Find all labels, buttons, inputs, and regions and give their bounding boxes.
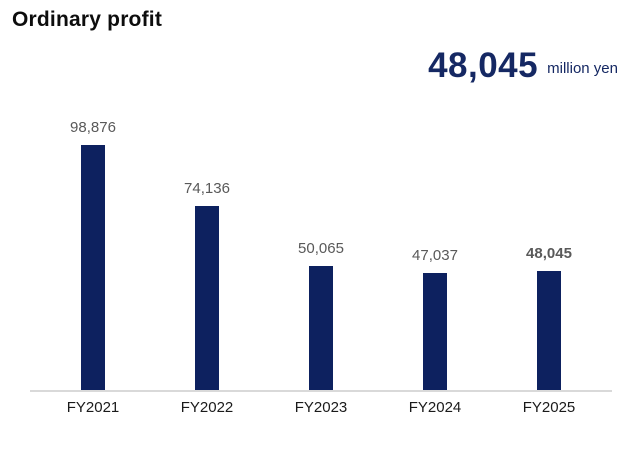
x-axis-labels: FY2021 FY2022 FY2023 FY2024 FY2025 (36, 399, 606, 416)
bars-area: 98,876 74,136 50,065 47,037 48,045 (36, 100, 606, 390)
headline-figure: 48,045 million yen (428, 46, 618, 86)
x-axis-label: FY2025 (522, 399, 576, 416)
bar (537, 271, 561, 390)
bar-column-fy2022: 74,136 (150, 100, 264, 390)
bar-column-fy2025: 48,045 (492, 100, 606, 390)
bar-value-label: 74,136 (184, 180, 230, 197)
bar-value-label: 47,037 (412, 247, 458, 264)
x-axis-label: FY2023 (294, 399, 348, 416)
bar (423, 273, 447, 390)
chart-title: Ordinary profit (12, 8, 163, 31)
x-axis-label: FY2021 (66, 399, 120, 416)
bar (81, 145, 105, 390)
bar-column-fy2023: 50,065 (264, 100, 378, 390)
x-axis-label: FY2022 (180, 399, 234, 416)
headline-unit: million yen (547, 60, 618, 77)
bar-value-label: 98,876 (70, 119, 116, 136)
bar-value-label: 50,065 (298, 240, 344, 257)
bar-value-label: 48,045 (526, 245, 572, 262)
bar-column-fy2021: 98,876 (36, 100, 150, 390)
x-axis-line (30, 390, 612, 392)
bar (195, 206, 219, 390)
bar (309, 266, 333, 390)
x-axis-label: FY2024 (408, 399, 462, 416)
bar-column-fy2024: 47,037 (378, 100, 492, 390)
headline-value: 48,045 (428, 46, 539, 85)
